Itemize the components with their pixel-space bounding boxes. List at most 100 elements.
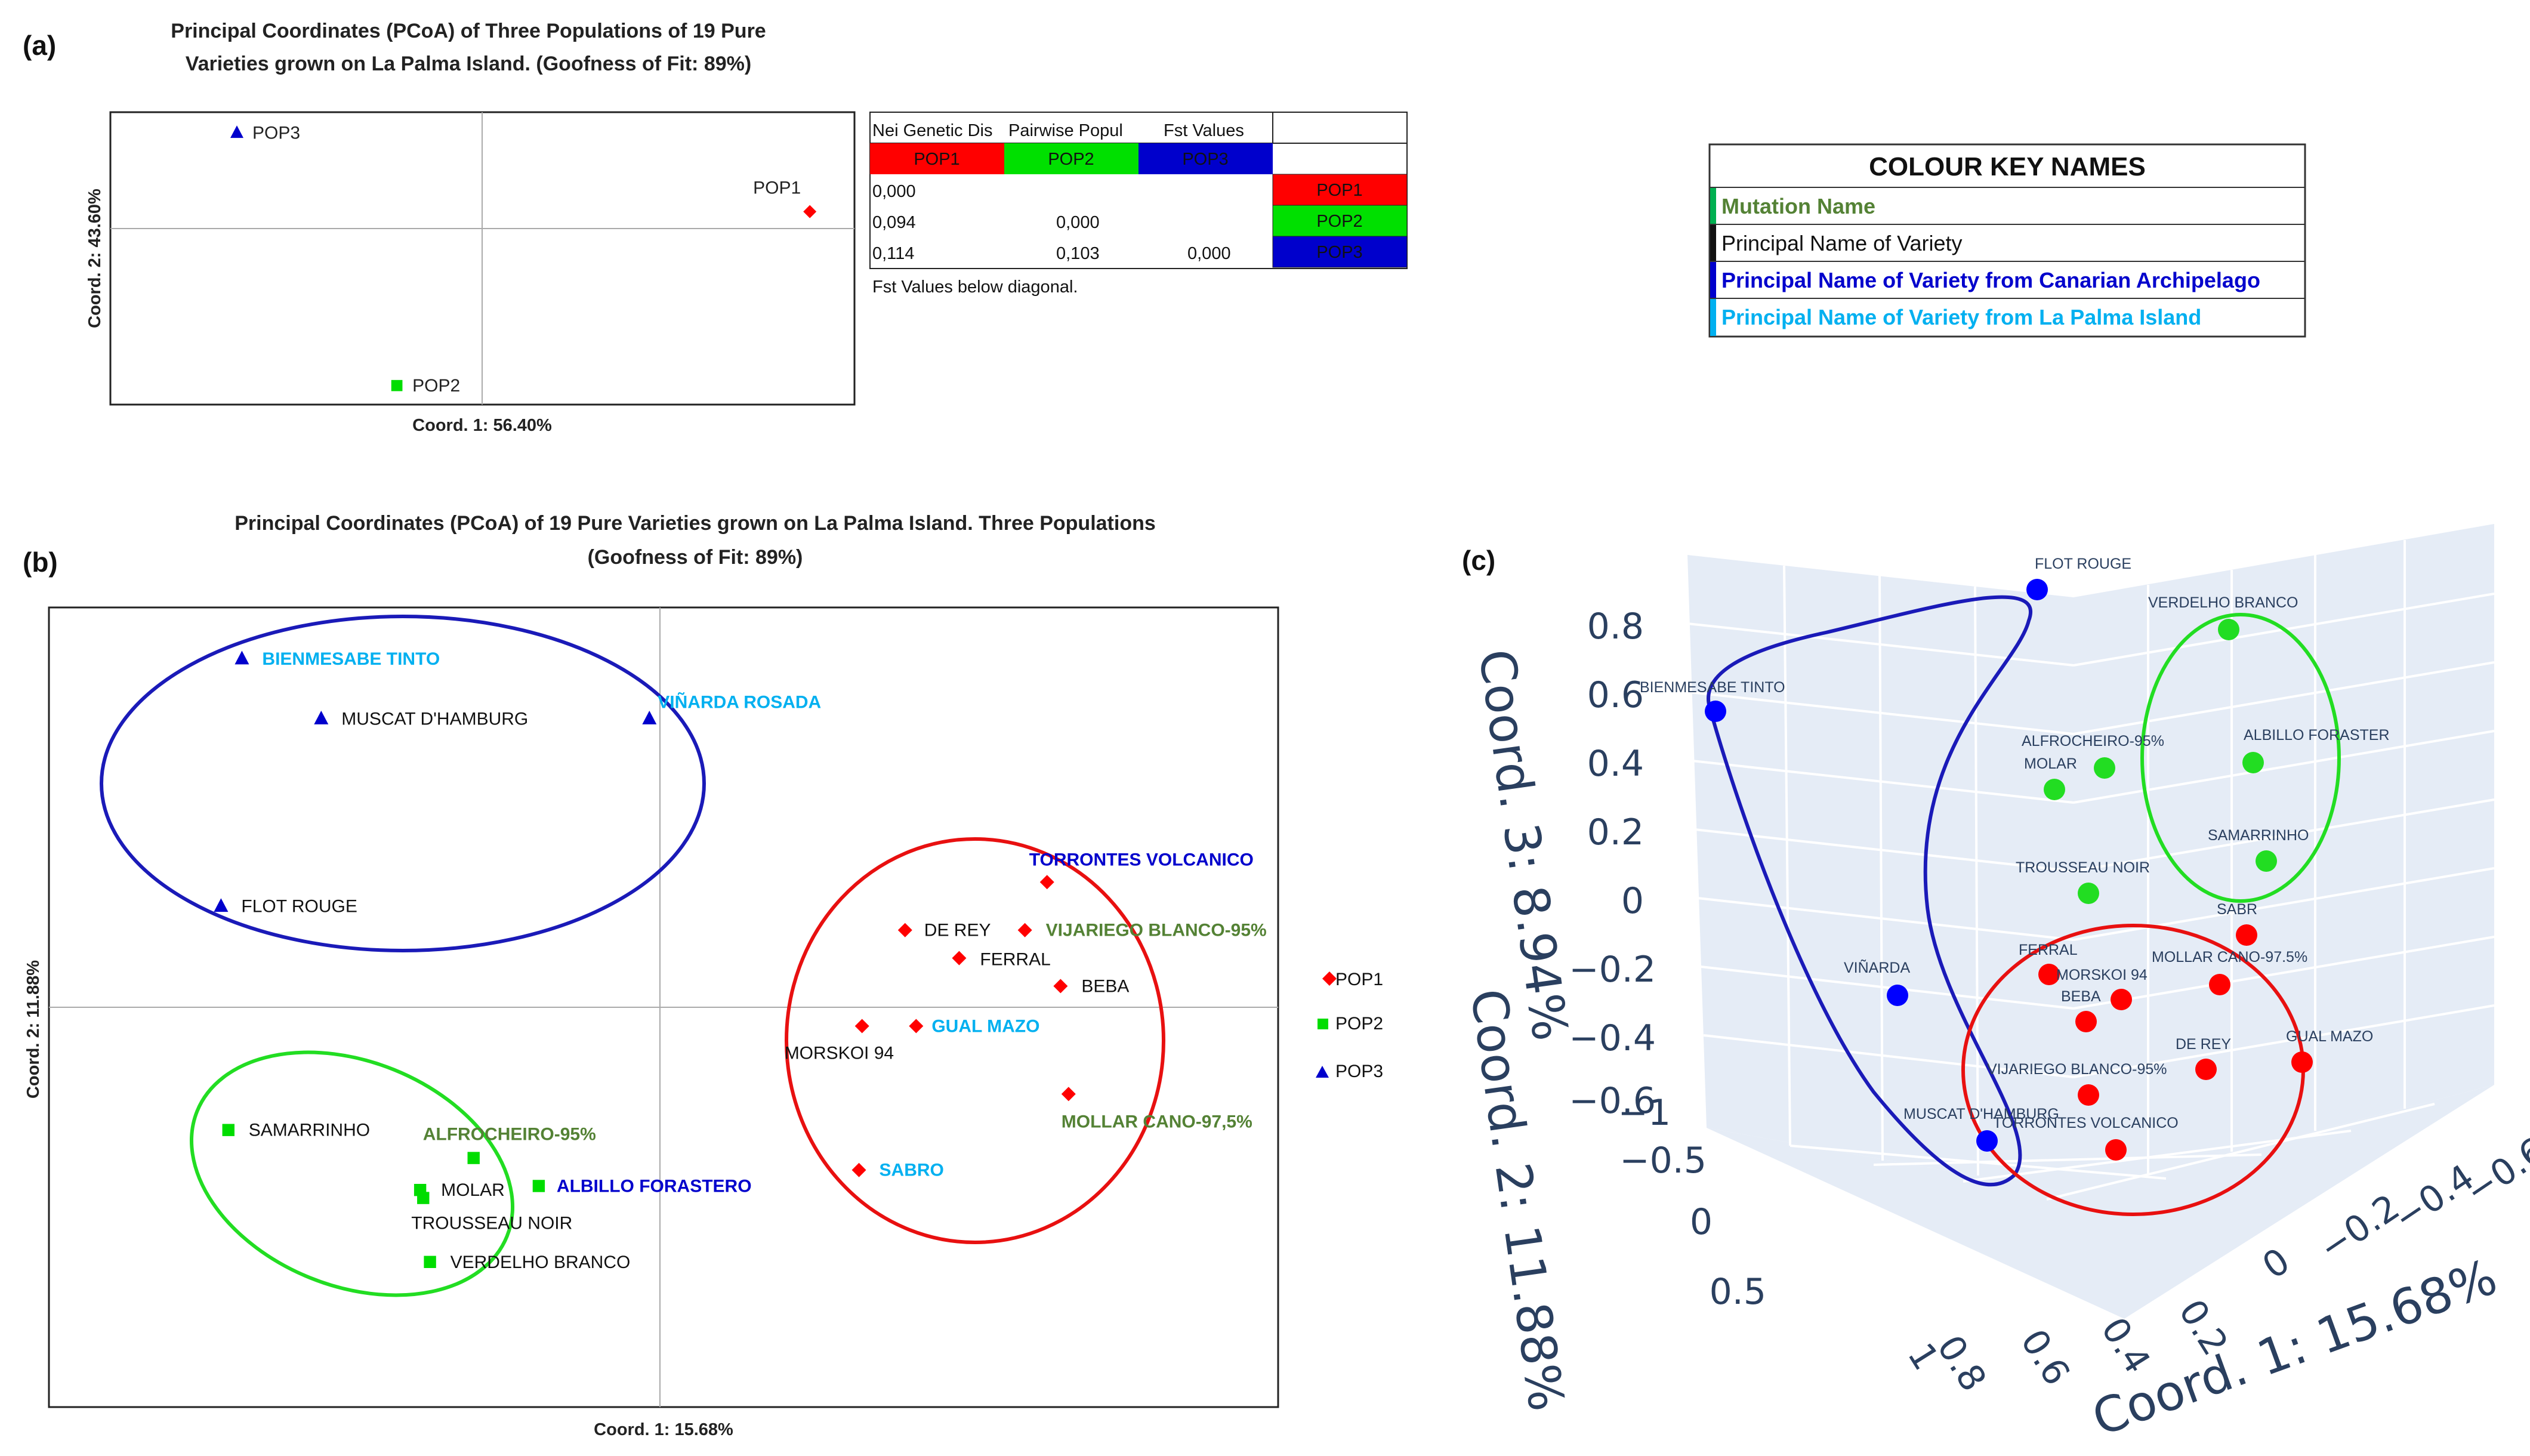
- chart-c-floor: [1707, 1085, 2494, 1319]
- chart-b-label-torrontes-volcanico: TORRONTES VOLCANICO: [1029, 850, 1254, 869]
- chart-b-label-alfrocheiro-95: ALFROCHEIRO-95%: [423, 1125, 596, 1145]
- fst-header-fst: Fst Values: [1164, 121, 1244, 140]
- chart-b-point-albillo-forastero: [532, 1180, 545, 1192]
- chart-a-label-pop2: POP2: [412, 376, 460, 396]
- fst-cell-r3c1: 0,114: [872, 244, 914, 263]
- chart-c-ylabel: Coord. 2: 11.88%: [1460, 986, 1575, 1415]
- fst-table: Nei Genetic Dis Pairwise Popul Fst Value…: [869, 112, 1408, 297]
- chart-c-y-tick-2: −0.5: [1619, 1140, 1707, 1182]
- chart-b-point-sabro: [851, 1162, 866, 1177]
- chart-c-x-tick-7: 0.6: [2012, 1322, 2078, 1393]
- colour-key-frame: [1708, 143, 2306, 338]
- chart-b-label-bienmesabe-tinto: BIENMESABE TINTO: [262, 649, 440, 669]
- chart-c-point-sabr: [2236, 924, 2257, 946]
- chart-c-cluster-pop2: [2140, 613, 2341, 903]
- chart-c-label-torrontes-volcanico: TORRONTES VOLCANICO: [1993, 1115, 2179, 1131]
- fst-col-header-pop3: POP3: [1182, 150, 1228, 169]
- fst-row-header-pop1-bg: [1272, 174, 1408, 206]
- chart-b-label-verdelho-branco: VERDELHO BRANCO: [451, 1253, 631, 1272]
- chart-c-point-beba: [2075, 1011, 2097, 1032]
- chart-b-legend: POP1 POP2 POP3: [1316, 970, 1383, 1081]
- chart-b-point-flot-rouge: [214, 898, 229, 912]
- chart-b-label-molar: MOLAR: [441, 1180, 505, 1200]
- chart-c-label-mollar-cano-97-5: MOLLAR CANO-97.5%: [2152, 949, 2307, 965]
- chart-c-x-tick-6: 0.4: [2093, 1310, 2158, 1381]
- chart-c-z-tick-6: −0.2: [1569, 949, 1656, 991]
- fst-row-header-pop1: POP1: [1316, 181, 1362, 200]
- chart-b-label-samarrinho: SAMARRINHO: [249, 1121, 370, 1140]
- chart-c-point-gual-mazo: [2291, 1051, 2313, 1073]
- chart-c-y-tick-3: 0: [1690, 1201, 1713, 1243]
- chart-c-point-torrontes-volcanico: [2105, 1139, 2127, 1161]
- chart-b-ylabel: Coord. 2: 11.88%: [24, 960, 43, 1099]
- colour-key-title: COLOUR KEY NAMES: [1869, 152, 2146, 181]
- chart-c-z-tick-3: 0.4: [1587, 743, 1644, 785]
- chart-c-point-mollar-cano-97-5: [2209, 974, 2230, 995]
- chart-c-point-flot-rouge: [2026, 579, 2048, 600]
- chart-b-point-beba: [1053, 979, 1068, 994]
- chart-c-label-sabr: SABR: [2217, 901, 2257, 918]
- legend-pop3-label: POP3: [1335, 1062, 1383, 1081]
- chart-c-x-tick-3: −0.2: [2312, 1186, 2407, 1270]
- legend-pop2-marker: [1318, 1019, 1328, 1029]
- chart-c-label-morskoi-94: MORSKOI 94: [2056, 967, 2148, 983]
- chart-b-title-line1: Principal Coordinates (PCoA) of 19 Pure …: [235, 512, 1156, 535]
- chart-c-point-verdelho-branco: [2218, 619, 2239, 640]
- chart-c-z-tick-1: 0.8: [1587, 606, 1644, 647]
- fst-cell-r1c1: 0,000: [872, 182, 916, 201]
- chart-b-point-de-rey: [897, 923, 912, 937]
- chart-b-label-vi-arda-rosada: VIÑARDA ROSADA: [658, 692, 821, 712]
- chart-c-label-bienmesabe-tinto: BIENMESABE TINTO: [1640, 679, 1785, 696]
- fst-row-header-pop2: POP2: [1316, 212, 1362, 231]
- chart-c-x-tick-1: −0.6: [2458, 1130, 2530, 1213]
- chart-a-xlabel: Coord. 1: 56.40%: [412, 416, 552, 435]
- fst-header-nei: Nei Genetic Dis: [872, 121, 992, 140]
- fst-cell-r2c1: 0,094: [872, 213, 916, 232]
- legend-pop2-label: POP2: [1335, 1014, 1383, 1034]
- chart-c-label-albillo-foraster: ALBILLO FORASTER: [2244, 727, 2390, 744]
- colour-key-swatch-mutation: [1710, 188, 1716, 224]
- chart-c-label-gual-mazo: GUAL MAZO: [2286, 1028, 2373, 1045]
- chart-b-point-verdelho-branco: [424, 1256, 436, 1268]
- panel-label-a: (a): [23, 30, 56, 61]
- chart-b-label-ferral: FERRAL: [980, 950, 1050, 970]
- chart-c-label-de-rey: DE REY: [2176, 1036, 2231, 1053]
- fst-col-header-pop1: POP1: [914, 150, 959, 169]
- chart-c-point-alfrocheiro-95: [2094, 757, 2115, 779]
- chart-c-label-trousseau-noir: TROUSSEAU NOIR: [2016, 859, 2150, 876]
- chart-c-point-vi-arda: [1887, 985, 1908, 1006]
- chart-b-point-morskoi-94: [854, 1019, 869, 1034]
- fst-col-header-pop2: POP2: [1048, 150, 1094, 169]
- chart-b-point-vi-arda-rosada: [642, 711, 657, 724]
- chart-c-point-albillo-foraster: [2242, 752, 2264, 773]
- chart-c-label-vi-arda: VIÑARDA: [1844, 959, 1910, 976]
- chart-c-point-bienmesabe-tinto: [1705, 701, 1726, 722]
- fst-row-header-pop3-bg: [1272, 236, 1408, 268]
- chart-c-z-tick-8: −0.6: [1569, 1080, 1656, 1122]
- chart-b-point-gual-mazo: [909, 1019, 924, 1034]
- chart-b-label-vijariego-blanco-95: VIJARIEGO BLANCO-95%: [1046, 921, 1267, 940]
- chart-c-point-samarrinho: [2256, 850, 2277, 872]
- chart-a-points: POP1 POP2 POP3: [230, 123, 817, 396]
- chart-b-xlabel: Coord. 1: 15.68%: [594, 1420, 733, 1439]
- chart-b-label-gual-mazo: GUAL MAZO: [931, 1016, 1039, 1036]
- panel-label-c: (c): [1462, 545, 1495, 576]
- chart-c-x-tick-4: 0: [2255, 1240, 2297, 1287]
- fst-col-header-pop1-bg: [870, 143, 1004, 174]
- chart-c-label-ferral: FERRAL: [2019, 942, 2078, 958]
- colour-key-swatch-canarian: [1710, 262, 1716, 298]
- chart-c-point-trousseau-noir: [2078, 883, 2099, 904]
- chart-c-x-tick-2: −0.4: [2386, 1156, 2482, 1240]
- fst-col-header-pop3-bg: [1138, 143, 1273, 174]
- fst-row-header-pop2-bg: [1272, 205, 1408, 237]
- chart-b-label-flot-rouge: FLOT ROUGE: [241, 896, 357, 916]
- colour-key-item-lapalma: Principal Name of Variety from La Palma …: [1721, 305, 2201, 329]
- chart-c-back-wall-right: [2074, 524, 2494, 1193]
- colour-key-item-principal: Principal Name of Variety: [1721, 231, 1963, 255]
- chart-a-label-pop1: POP1: [753, 178, 801, 198]
- chart-b-label-muscat-d-hamburg: MUSCAT D'HAMBURG: [341, 709, 528, 729]
- chart-c-label-vijariego-blanco-95: VIJARIEGO BLANCO-95%: [1987, 1061, 2167, 1078]
- fst-cell-r3c2: 0,103: [1056, 244, 1100, 263]
- chart-b-point-torrontes-volcanico: [1039, 875, 1054, 890]
- chart-b-cluster-pop1: [785, 837, 1165, 1244]
